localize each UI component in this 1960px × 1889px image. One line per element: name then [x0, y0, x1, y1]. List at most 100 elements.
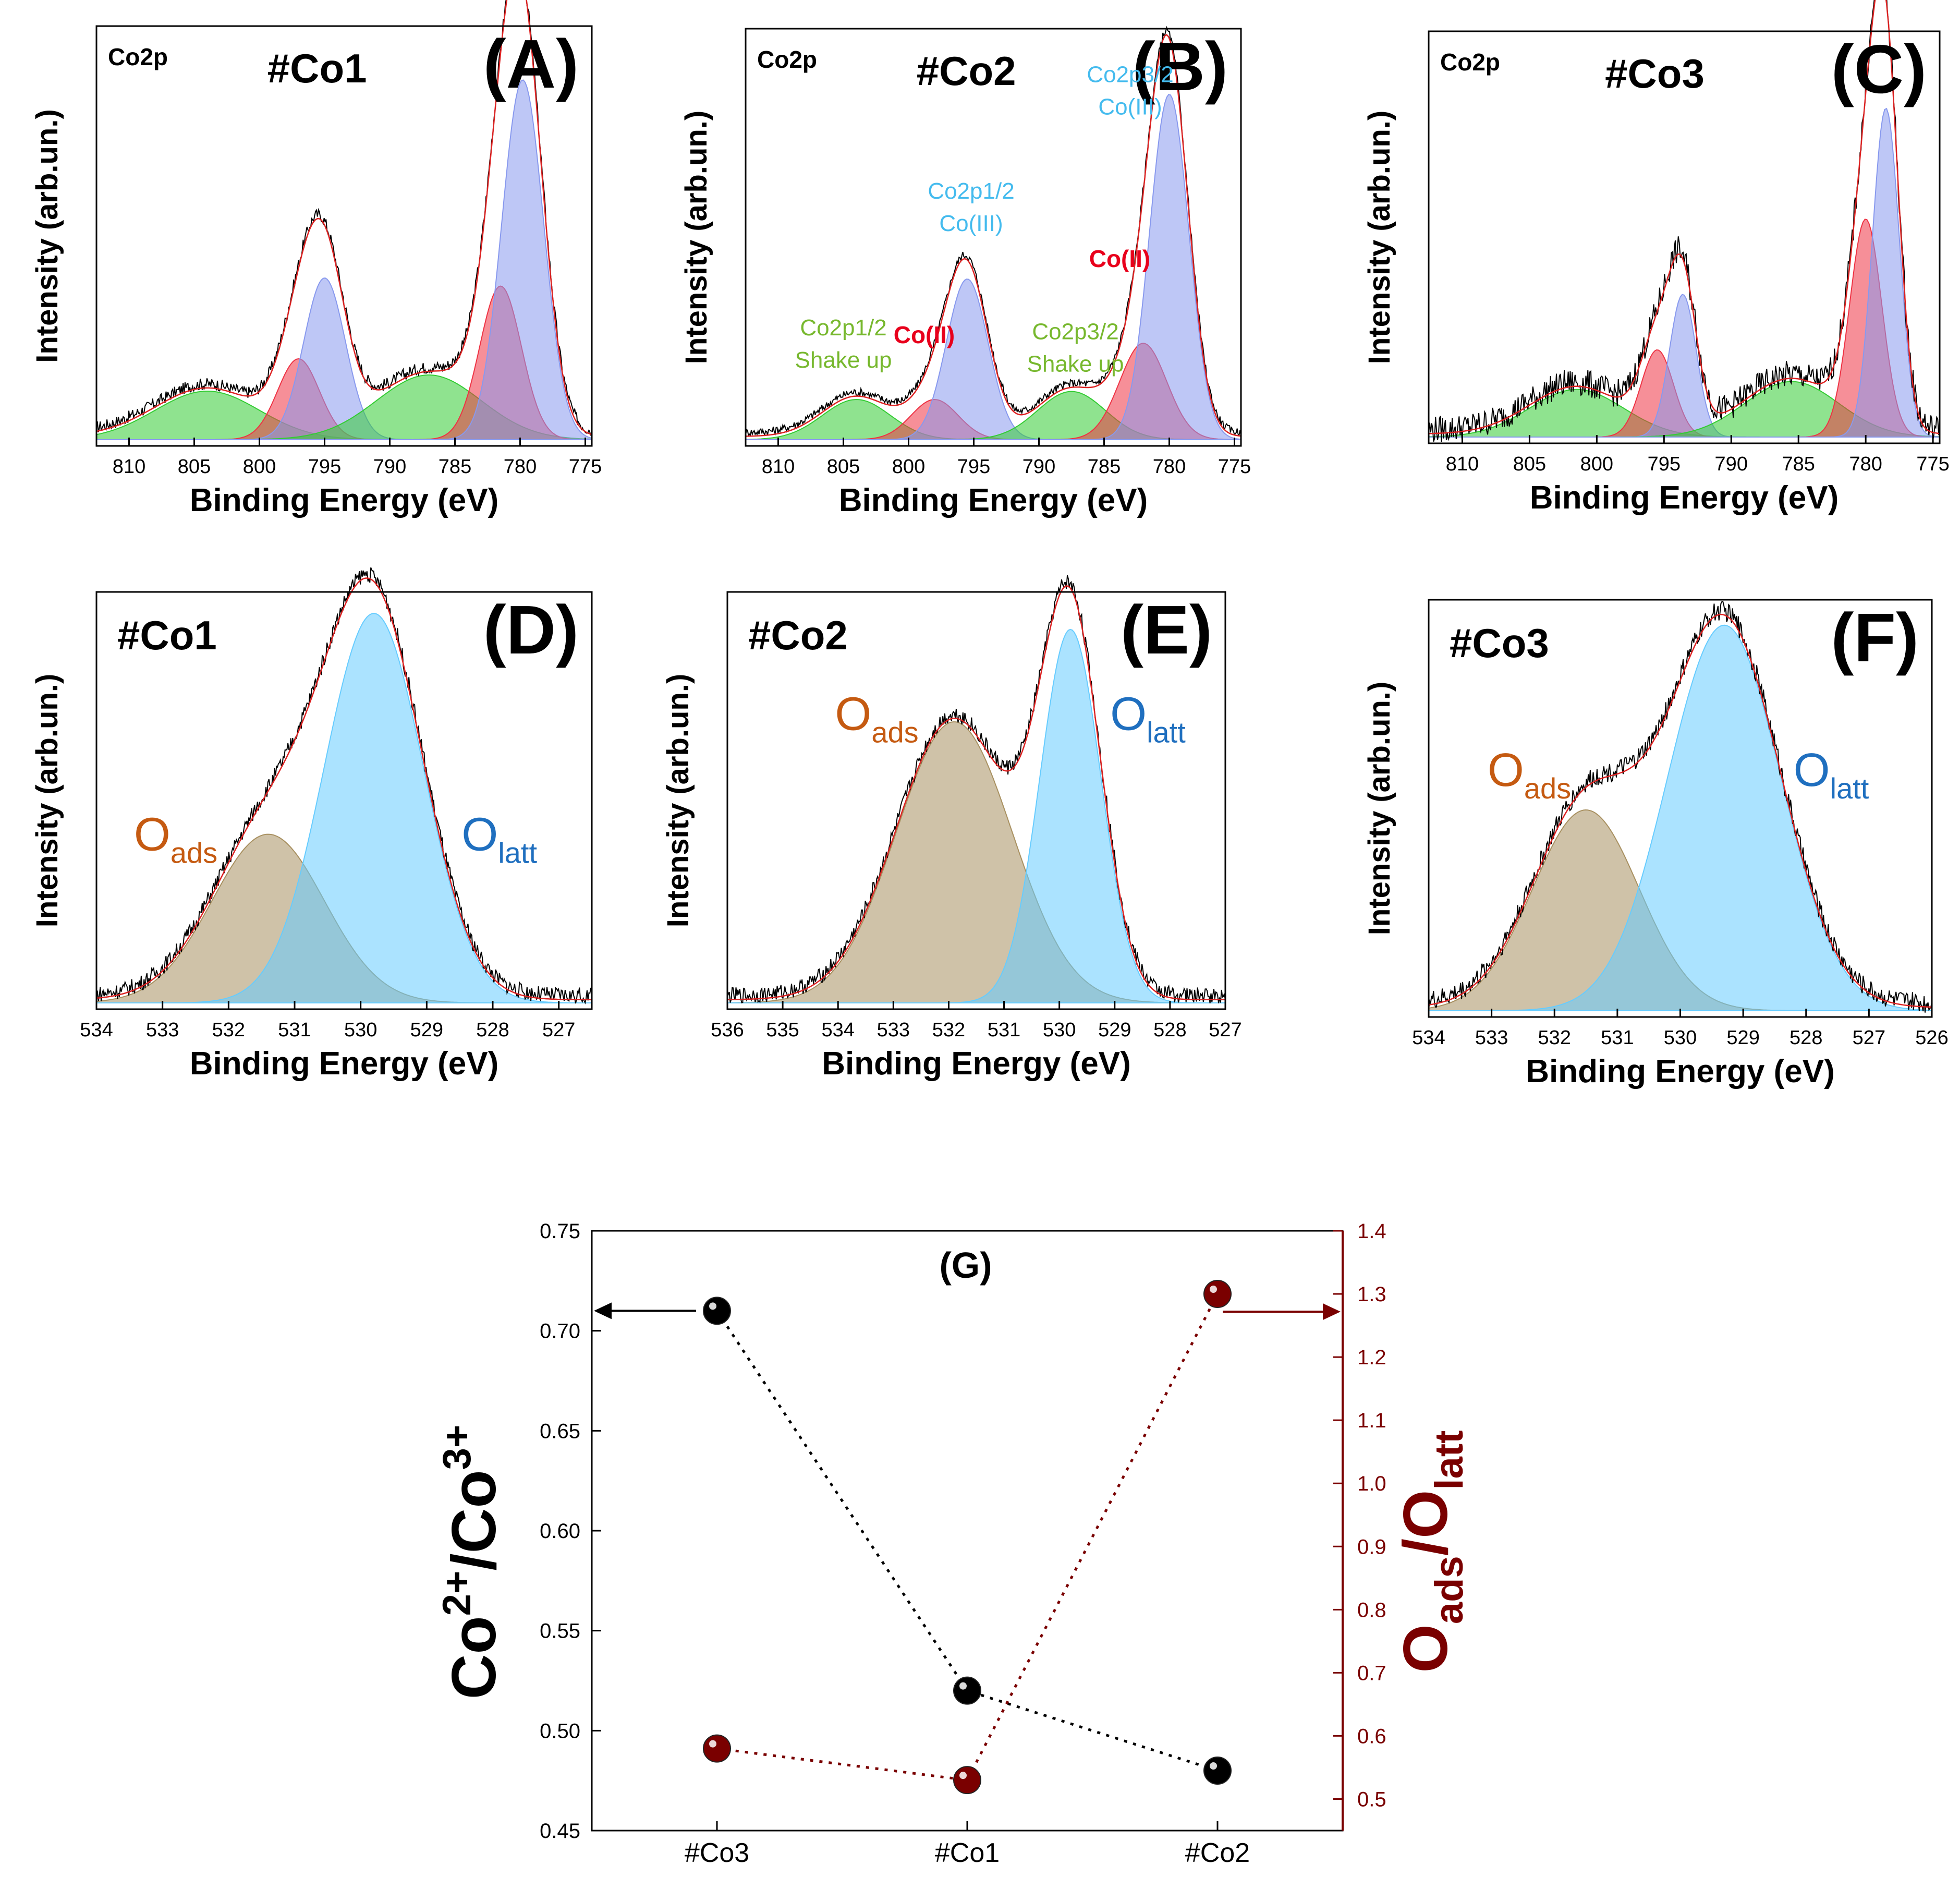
x-tick-label: 785 — [1782, 453, 1815, 475]
y-left-tick-label: 0.70 — [540, 1320, 580, 1343]
panel-label: (C) — [1831, 31, 1927, 107]
data-point — [953, 1766, 981, 1795]
x-tick-label: 536 — [711, 1019, 744, 1041]
panel-g: 0.45 0.50 0.55 0.60 0.65 0.70 0.75 0.5 0.6 0.7 0.8… — [435, 1220, 1471, 1868]
x-tick-label: 534 — [80, 1019, 113, 1041]
y-right-tick-label: 0.5 — [1357, 1788, 1386, 1811]
panel-c: 810 805 800 795 790 785 780 775 Binding Energy (… — [1362, 0, 1950, 516]
left-axis-arrowhead — [594, 1302, 612, 1319]
data-point-highlight — [959, 1682, 967, 1690]
peak-component — [96, 79, 592, 440]
y-right-axis-title: Oads/Olatt — [1391, 1431, 1471, 1673]
fit-envelope-line — [1428, 0, 1940, 434]
annotation-main: O — [1110, 688, 1147, 740]
x-tick-label: 533 — [146, 1019, 179, 1041]
x-tick-label: 780 — [504, 456, 537, 478]
x-tick-label: 795 — [308, 456, 341, 478]
x-tick-label: 530 — [344, 1019, 377, 1041]
x-tick-label: 785 — [439, 456, 471, 478]
data-point — [703, 1734, 731, 1763]
x-tick-label: 810 — [1446, 453, 1479, 475]
x-tick-label: 527 — [542, 1019, 575, 1041]
y-axis-title: Intensity (arb.un.) — [1362, 111, 1396, 365]
peak-annotation: Olatt — [461, 808, 537, 869]
peak-annotation: Oads — [835, 688, 918, 748]
data-point-highlight — [709, 1740, 716, 1748]
y-right-tick-label: 1.1 — [1357, 1409, 1386, 1432]
annotation-subscript: ads — [871, 716, 918, 748]
fit-envelope-line — [745, 34, 1241, 437]
panel-d: 534 533 532 531 530 529 528 527 Binding Energy (… — [30, 567, 593, 1082]
y-right-tick-label: 1.3 — [1357, 1283, 1386, 1306]
x-tick-label: 810 — [113, 456, 145, 478]
data-point-highlight — [709, 1302, 716, 1310]
y-right-tick-label: 1.2 — [1357, 1346, 1386, 1369]
sample-label: #Co2 — [748, 612, 848, 658]
x-tick-label: 529 — [410, 1019, 443, 1041]
panel-label: (E) — [1121, 591, 1212, 668]
axis-title-part: 2+ — [435, 1571, 479, 1616]
peak-annotation: Oads — [1488, 744, 1571, 805]
x-tick-label: 533 — [1475, 1027, 1508, 1049]
x-axis-title: Binding Energy (eV) — [1526, 1054, 1834, 1089]
data-point-highlight — [1210, 1286, 1217, 1293]
panel-a: 810 805 800 795 790 785 780 775 Binding Energy (… — [30, 0, 602, 518]
x-tick-label: 780 — [1849, 453, 1882, 475]
raw-spectrum-line — [1428, 601, 1932, 1013]
plot-frame — [1428, 30, 1941, 444]
y-left-tick-label: 0.65 — [540, 1420, 580, 1443]
x-category-label: #Co1 — [935, 1838, 1000, 1868]
annotation-main: O — [1488, 744, 1524, 796]
x-tick-label: 528 — [1153, 1019, 1186, 1041]
x-tick-label: 529 — [1098, 1019, 1131, 1041]
x-tick-label: 530 — [1043, 1019, 1076, 1041]
x-tick-label: 800 — [243, 456, 276, 478]
sample-label: #Co1 — [117, 612, 217, 658]
x-tick-label: 526 — [1915, 1027, 1948, 1049]
x-tick-label: 529 — [1726, 1027, 1759, 1049]
panel-f: 534 533 532 531 530 529 528 527 526 Binding Energ… — [1362, 599, 1949, 1089]
x-tick-label: 810 — [762, 456, 795, 478]
element-label: Co2p — [108, 43, 168, 70]
peak-component — [746, 94, 1241, 440]
x-tick-label: 531 — [988, 1019, 1020, 1041]
panel-e: 536 535 534 533 532 531 530 529 528 527 Binding En… — [661, 575, 1242, 1082]
annotation-main: O — [1794, 744, 1830, 796]
axis-title-part: ads — [1427, 1556, 1471, 1624]
data-point-highlight — [959, 1772, 967, 1779]
x-tick-label: 532 — [932, 1019, 965, 1041]
y-left-tick-label: 0.75 — [540, 1220, 580, 1243]
raw-spectrum-line — [727, 575, 1226, 1003]
x-tick-label: 795 — [1648, 453, 1681, 475]
peak-component — [727, 628, 1225, 1003]
x-axis-title: Binding Energy (eV) — [822, 1046, 1130, 1082]
y-axis-title: Intensity (arb.un.) — [1362, 682, 1396, 936]
annotation-main: O — [835, 688, 871, 740]
axis-title-part: Co — [439, 1616, 509, 1699]
x-tick-label: 534 — [822, 1019, 855, 1041]
series-line — [715, 1310, 1218, 1772]
y-right-tick-label: 0.7 — [1357, 1662, 1386, 1685]
axis-title-part: /Co — [439, 1470, 509, 1570]
x-tick-label: 532 — [212, 1019, 245, 1041]
data-point — [703, 1297, 731, 1325]
element-label: Co2p — [1440, 49, 1500, 76]
peak-annotation: Co(III) — [1098, 94, 1162, 120]
annotation-subscript: ads — [171, 836, 217, 869]
fit-envelope-line — [1428, 613, 1932, 1008]
x-tick-label: 775 — [1916, 453, 1949, 475]
x-tick-label: 785 — [1088, 456, 1121, 478]
x-tick-label: 775 — [1218, 456, 1251, 478]
x-axis-title: Binding Energy (eV) — [190, 482, 498, 518]
peak-annotation: Co2p3/2 — [1032, 319, 1118, 345]
sample-label: #Co1 — [267, 45, 367, 91]
sample-label: #Co3 — [1450, 620, 1549, 666]
fit-envelope-line — [96, 577, 592, 1001]
plot-frame — [95, 25, 593, 447]
plot-frame — [95, 591, 593, 1010]
x-tick-label: 805 — [178, 456, 211, 478]
x-tick-label: 534 — [1412, 1027, 1445, 1049]
x-tick-label: 527 — [1853, 1027, 1885, 1049]
annotation-subscript: latt — [498, 836, 537, 869]
